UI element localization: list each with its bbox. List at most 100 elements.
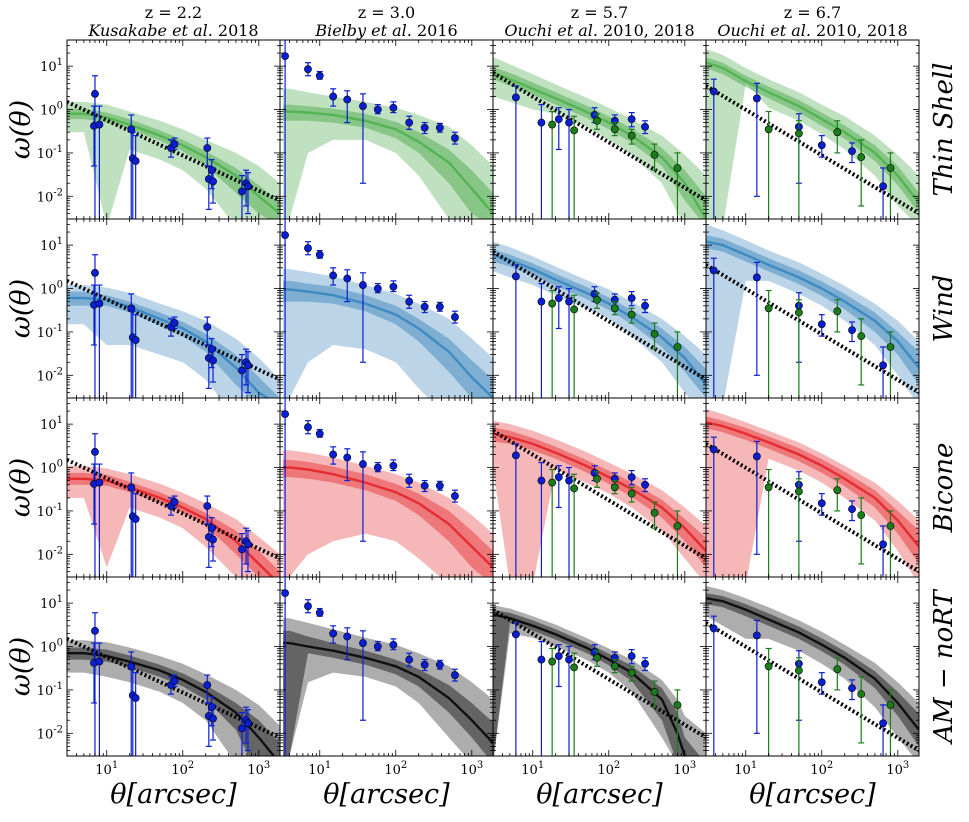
power-law-fit-line	[67, 100, 280, 203]
data-point	[554, 115, 563, 124]
data-point	[209, 177, 217, 186]
power-law-fit-line	[67, 637, 280, 740]
power-law-fit-line	[67, 279, 280, 382]
data-point	[281, 231, 289, 240]
model-outer-band	[493, 420, 706, 577]
data-point	[238, 366, 246, 375]
data-point	[373, 284, 382, 293]
data-point	[203, 681, 212, 689]
x-tick-label: 102	[597, 760, 620, 778]
y-tick-label: 100	[40, 101, 63, 119]
data-point	[857, 153, 866, 162]
model-inner-band	[493, 249, 706, 398]
power-law-fit-line	[706, 263, 919, 395]
data-point	[848, 505, 856, 514]
data-point	[817, 141, 826, 150]
data-point	[209, 535, 217, 544]
model-inner-band	[283, 459, 493, 577]
data-point	[451, 134, 459, 142]
panel-1-1	[279, 218, 494, 399]
data-point	[359, 639, 367, 647]
y-axis-labels: ω(θ) ω(θ) ω(θ) ω(θ)	[6, 100, 37, 696]
x-tick-label: 102	[810, 760, 833, 778]
x-axis-label: θ[arcsec]	[323, 779, 450, 810]
model-outer-band	[283, 88, 493, 219]
data-point	[170, 498, 179, 506]
x-tick-label: 101	[521, 760, 544, 778]
data-point	[127, 662, 136, 671]
panel-3-2: 101 102 103	[492, 576, 707, 778]
data-point	[389, 640, 398, 649]
model-outer-band	[706, 224, 919, 398]
data-point	[570, 126, 579, 135]
model-outer-band	[706, 585, 919, 756]
data-point	[315, 250, 324, 259]
power-law-fit-line	[493, 608, 706, 740]
data-point	[548, 657, 557, 666]
data-point	[879, 719, 887, 728]
data-point	[794, 666, 803, 675]
column-z-label: z = 2.2	[145, 3, 202, 22]
x-axis-label: θ[arcsec]	[749, 779, 876, 810]
data-point	[511, 451, 520, 460]
data-point	[709, 87, 718, 96]
x-axis-label: θ[arcsec]	[536, 779, 663, 810]
data-point	[405, 118, 414, 127]
x-axis-labels: θ[arcsec] θ[arcsec] θ[arcsec] θ[arcsec]	[110, 779, 876, 810]
data-point	[627, 115, 636, 124]
power-law-fit-line	[493, 429, 706, 561]
data-point	[886, 164, 895, 172]
panel-0-0: 101 100 10-1 10-2	[37, 39, 281, 220]
data-point	[203, 323, 212, 331]
panel-3-1: 101 102 103	[279, 576, 494, 778]
data-point	[511, 272, 520, 281]
column-z-label: z = 6.7	[784, 3, 841, 22]
data-point	[627, 310, 636, 319]
data-point	[244, 361, 252, 370]
panel-3-3: 101 102 103	[705, 576, 920, 778]
power-law-fit-line	[706, 442, 919, 574]
x-tick-label: 102	[171, 760, 194, 778]
data-point	[593, 653, 601, 662]
data-point	[817, 678, 826, 687]
column-z-label: z = 5.7	[571, 3, 628, 22]
data-point	[650, 330, 659, 338]
data-point	[244, 540, 252, 549]
data-point	[91, 447, 99, 456]
column-reference: Ouchi et al. 2010, 2018	[504, 21, 694, 40]
y-tick-label: 10-1	[37, 681, 63, 699]
data-point	[435, 481, 444, 490]
data-point	[359, 460, 367, 468]
data-point	[537, 476, 546, 485]
model-outer-band	[67, 285, 280, 398]
data-point	[650, 688, 659, 696]
row-label: AM − noRT	[929, 589, 959, 745]
data-point	[343, 453, 352, 462]
data-point	[131, 694, 140, 702]
data-point	[281, 589, 289, 598]
data-point	[389, 282, 398, 291]
model-median-line	[706, 240, 919, 369]
data-point	[244, 719, 252, 728]
data-point	[565, 655, 573, 664]
data-point	[610, 483, 619, 492]
data-point	[794, 308, 803, 317]
data-point	[879, 361, 887, 370]
data-point	[127, 125, 136, 134]
data-point	[537, 655, 546, 664]
data-point	[593, 295, 601, 304]
data-point	[817, 320, 826, 329]
data-point	[641, 301, 649, 310]
y-tick-label: 101	[40, 236, 63, 254]
data-point	[238, 187, 246, 196]
data-point	[209, 714, 217, 723]
data-point	[304, 602, 312, 611]
data-point	[435, 302, 444, 311]
panel-3-0: 101 100 10-1 10-2 101 102 103	[37, 576, 281, 778]
row-label: Thin Shell	[929, 63, 959, 197]
y-tick-label: 10-2	[37, 366, 63, 384]
y-tick-label: 101	[40, 57, 63, 75]
data-point	[329, 629, 338, 638]
